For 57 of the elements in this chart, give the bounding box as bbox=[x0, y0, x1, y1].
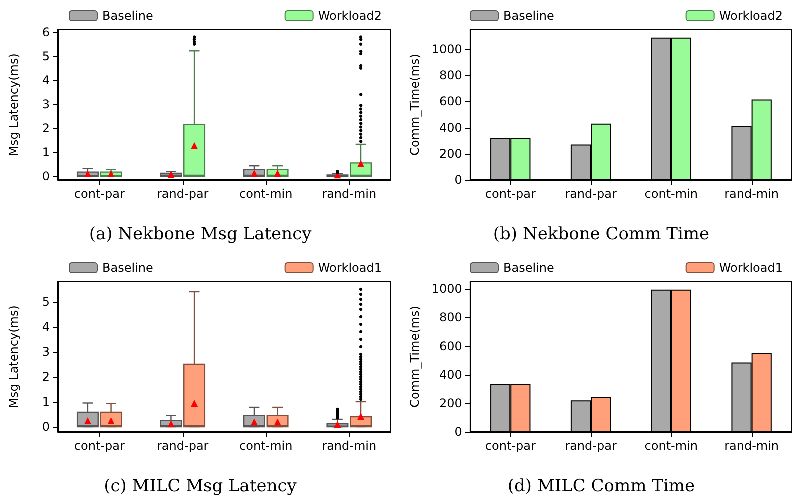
legend-label: Workload2 bbox=[318, 9, 382, 23]
y-tick-label: 5 bbox=[42, 49, 50, 64]
x-tick-label: cont-min bbox=[240, 187, 293, 201]
y-tick-label: 0 bbox=[42, 169, 50, 184]
y-tick-label: 600 bbox=[440, 94, 462, 109]
legend-label: Baseline bbox=[102, 261, 154, 275]
x-tick-label: rand-par bbox=[565, 187, 617, 201]
y-axis-title: Comm_Time(ms) bbox=[408, 54, 422, 156]
x-tick-label: rand-par bbox=[157, 187, 209, 201]
y-tick-label: 600 bbox=[440, 339, 462, 354]
legend-label: Workload1 bbox=[318, 261, 382, 275]
y-tick-label: 3 bbox=[42, 345, 50, 359]
x-tick-label: cont-par bbox=[485, 187, 536, 201]
y-tick-label: 800 bbox=[440, 310, 462, 325]
y-tick-label: 6 bbox=[42, 25, 50, 40]
y-tick-label: 5 bbox=[42, 295, 50, 309]
text: (c) MILC Msg Latency bbox=[104, 476, 298, 496]
x-tick-label: cont-par bbox=[485, 439, 536, 453]
y-tick-label: 2 bbox=[42, 121, 50, 136]
legend-label: Workload1 bbox=[719, 261, 784, 275]
y-tick-label: 4 bbox=[42, 320, 50, 334]
x-tick-label: rand-par bbox=[565, 439, 617, 453]
x-tick-label: rand-min bbox=[322, 187, 377, 201]
y-axis-title: Msg Latency(ms) bbox=[7, 54, 21, 156]
legend-label: Baseline bbox=[504, 9, 554, 23]
y-tick-label: 0 bbox=[454, 173, 462, 187]
x-tick-label: cont-par bbox=[74, 439, 125, 453]
x-tick-label: cont-min bbox=[644, 187, 698, 201]
y-tick-label: 400 bbox=[440, 368, 462, 382]
y-tick-label: 1 bbox=[42, 145, 50, 160]
y-tick-label: 0 bbox=[454, 425, 462, 439]
y-tick-label: 0 bbox=[42, 420, 50, 434]
x-tick-label: cont-par bbox=[74, 187, 125, 201]
text: (a) Nekbone Msg Latency bbox=[89, 224, 312, 244]
x-tick-label: cont-min bbox=[644, 439, 698, 453]
y-tick-label: 800 bbox=[440, 68, 462, 83]
y-axis-title: Msg Latency(ms) bbox=[7, 306, 21, 408]
x-tick-label: rand-min bbox=[724, 439, 780, 453]
y-tick-label: 3 bbox=[42, 97, 50, 112]
y-tick-label: 400 bbox=[440, 120, 462, 135]
y-tick-label: 2 bbox=[42, 370, 50, 384]
text: (d) MILC Comm Time bbox=[508, 476, 696, 496]
y-tick-label: 1000 bbox=[432, 282, 462, 296]
legend-label: Baseline bbox=[504, 261, 554, 275]
y-axis-title: Comm_Time(ms) bbox=[408, 306, 422, 408]
y-tick-label: 200 bbox=[440, 396, 462, 410]
x-tick-label: rand-par bbox=[157, 439, 209, 453]
x-tick-label: rand-min bbox=[322, 439, 377, 453]
y-tick-label: 1 bbox=[42, 395, 50, 409]
legend-label: Workload2 bbox=[719, 9, 784, 23]
y-tick-label: 200 bbox=[440, 146, 462, 161]
legend-label: Baseline bbox=[102, 9, 154, 23]
y-tick-label: 4 bbox=[42, 73, 50, 88]
y-tick-label: 1000 bbox=[432, 42, 462, 57]
text: (b) Nekbone Comm Time bbox=[493, 224, 710, 244]
x-tick-label: cont-min bbox=[240, 439, 293, 453]
x-tick-label: rand-min bbox=[724, 187, 780, 201]
